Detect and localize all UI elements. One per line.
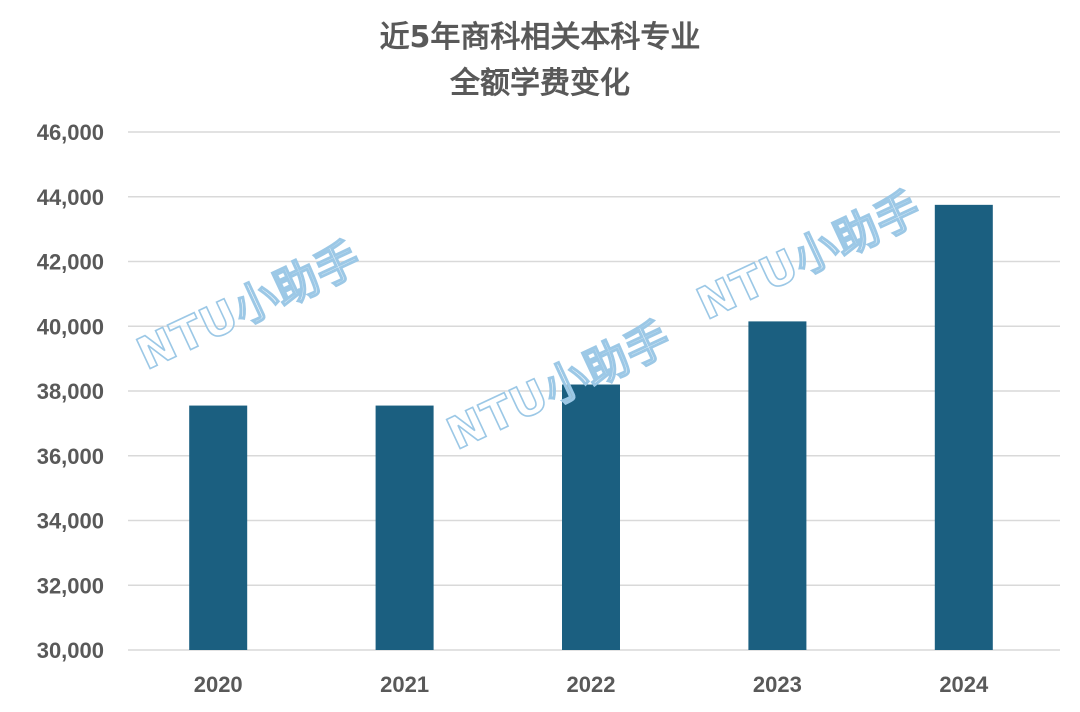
x-tick-label: 2023	[753, 672, 802, 697]
bar-2022	[562, 384, 620, 650]
y-tick-label: 46,000	[37, 120, 104, 145]
y-axis-ticks: 30,000 32,000 34,000 36,000 38,000 40,000 42,0…	[37, 120, 104, 663]
y-tick-label: 32,000	[37, 573, 104, 598]
bars	[189, 204, 993, 650]
x-tick-label: 2020	[194, 672, 243, 697]
chart-title-line-1: 近5年商科相关本科专业	[379, 20, 701, 55]
y-tick-label: 34,000	[37, 509, 104, 534]
x-axis-ticks: 2020 2021 2022 2023 2024	[194, 672, 989, 697]
x-tick-label: 2024	[939, 672, 989, 697]
bar-2023	[748, 321, 807, 650]
bar-2020	[189, 405, 248, 650]
y-tick-label: 30,000	[37, 638, 104, 663]
x-tick-label: 2021	[380, 672, 429, 697]
x-tick-label: 2022	[567, 672, 616, 697]
y-tick-label: 36,000	[37, 444, 104, 469]
chart-title-line-2: 全额学费变化	[450, 66, 630, 101]
y-tick-label: 38,000	[37, 379, 104, 404]
y-tick-label: 40,000	[37, 314, 104, 339]
bar-2021	[375, 405, 434, 650]
y-tick-label: 44,000	[37, 185, 104, 210]
y-tick-label: 42,000	[37, 250, 104, 275]
bar-2024	[934, 204, 993, 650]
